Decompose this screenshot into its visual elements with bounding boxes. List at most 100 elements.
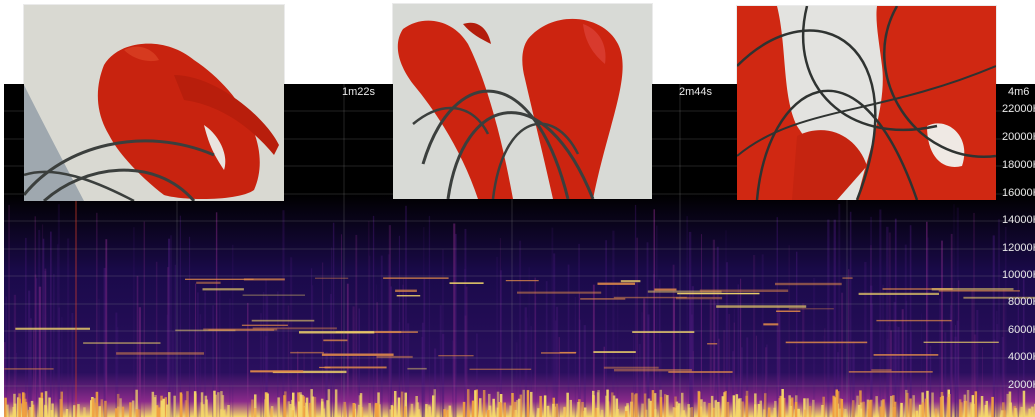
low-freq-energy xyxy=(22,392,25,417)
low-freq-energy xyxy=(161,401,164,417)
low-freq-energy xyxy=(66,409,69,417)
spectral-streak xyxy=(728,314,730,417)
low-freq-energy xyxy=(129,402,132,417)
low-freq-energy xyxy=(154,395,157,417)
low-freq-energy xyxy=(119,398,122,417)
low-freq-energy xyxy=(972,404,975,417)
low-freq-energy xyxy=(912,395,915,417)
low-freq-energy xyxy=(48,398,51,417)
low-freq-energy xyxy=(51,410,54,417)
spectral-streak xyxy=(813,278,815,417)
low-freq-energy xyxy=(592,391,595,417)
spectral-streak xyxy=(333,223,334,417)
spectral-streak xyxy=(322,263,323,417)
low-freq-energy xyxy=(398,398,401,417)
low-freq-energy xyxy=(641,404,644,417)
low-freq-energy xyxy=(200,402,203,417)
photo-1 xyxy=(24,5,284,201)
low-freq-energy xyxy=(711,396,714,417)
low-freq-energy xyxy=(809,406,812,417)
spectral-streak xyxy=(180,216,181,417)
low-freq-energy xyxy=(900,403,903,417)
spectral-streak xyxy=(422,323,424,417)
tonal-line xyxy=(560,352,577,353)
time-label-1: 1m22s xyxy=(342,86,375,98)
low-freq-energy xyxy=(483,390,486,417)
tonal-line xyxy=(315,278,348,279)
low-freq-energy xyxy=(715,400,718,417)
spectral-streak xyxy=(168,239,170,417)
spectral-streak xyxy=(105,239,107,417)
tonal-line xyxy=(580,298,625,300)
low-freq-energy xyxy=(733,395,736,417)
spectral-streak xyxy=(713,240,715,417)
low-freq-energy xyxy=(270,408,273,417)
low-freq-energy xyxy=(832,396,835,417)
low-freq-energy xyxy=(947,397,950,417)
low-freq-energy xyxy=(754,404,757,417)
spectral-streak xyxy=(407,323,409,417)
tonal-line xyxy=(789,308,834,309)
low-freq-energy xyxy=(959,399,962,417)
low-freq-energy xyxy=(314,397,317,417)
tonal-line xyxy=(849,371,933,373)
low-freq-energy xyxy=(394,410,397,417)
low-freq-energy xyxy=(328,389,331,417)
spectral-streak xyxy=(341,234,342,417)
tonal-line xyxy=(654,289,676,291)
low-freq-energy xyxy=(449,406,452,417)
low-freq-energy xyxy=(446,410,449,417)
low-freq-energy xyxy=(104,401,107,417)
low-freq-energy xyxy=(61,392,64,417)
low-freq-energy xyxy=(986,401,989,417)
low-freq-energy xyxy=(254,408,257,417)
spectral-streak xyxy=(841,293,843,417)
low-freq-energy xyxy=(860,409,863,417)
tonal-line xyxy=(438,355,473,356)
spectral-streak xyxy=(452,340,454,417)
spectral-streak xyxy=(28,291,30,417)
freq-label-16000: 16000Hz xyxy=(1002,187,1035,199)
tonal-line xyxy=(185,279,254,280)
spectral-streak xyxy=(647,242,649,417)
tonal-line xyxy=(842,277,852,279)
low-freq-energy xyxy=(290,408,293,417)
photo-2 xyxy=(393,4,652,199)
spectral-streak xyxy=(355,235,357,417)
spectral-streak xyxy=(639,344,641,417)
low-freq-energy xyxy=(213,391,216,417)
freq-label-20000: 20000Hz xyxy=(1002,131,1035,143)
low-freq-energy xyxy=(570,400,573,417)
spectral-streak xyxy=(930,346,932,417)
low-freq-energy xyxy=(186,391,189,417)
low-freq-energy xyxy=(472,401,475,417)
tonal-line xyxy=(871,370,891,371)
spectral-streak xyxy=(553,253,555,417)
low-freq-energy xyxy=(18,393,21,417)
low-freq-energy xyxy=(691,407,694,417)
tonal-line xyxy=(252,320,315,322)
tonal-line xyxy=(242,325,288,326)
low-freq-energy xyxy=(432,395,435,417)
low-freq-energy xyxy=(41,398,44,417)
spectral-streak xyxy=(556,307,558,417)
tonal-line xyxy=(383,277,449,279)
low-freq-energy xyxy=(132,401,135,417)
spectral-streak xyxy=(973,213,974,417)
low-freq-energy xyxy=(194,391,197,417)
spectral-streak xyxy=(996,311,998,417)
low-freq-energy xyxy=(804,410,807,417)
low-freq-energy xyxy=(635,393,638,417)
spectral-streak xyxy=(740,289,742,417)
spectral-streak xyxy=(429,216,430,417)
freq-label-10000: 10000Hz xyxy=(1002,269,1035,281)
low-freq-energy xyxy=(552,404,555,417)
low-freq-energy xyxy=(991,397,994,417)
low-freq-energy xyxy=(1031,407,1034,417)
spectral-streak xyxy=(864,262,866,417)
low-freq-energy xyxy=(401,392,404,417)
spectral-streak xyxy=(139,307,141,417)
tonal-line xyxy=(776,311,800,313)
tonal-line xyxy=(677,293,759,295)
spectral-streak xyxy=(290,257,292,417)
